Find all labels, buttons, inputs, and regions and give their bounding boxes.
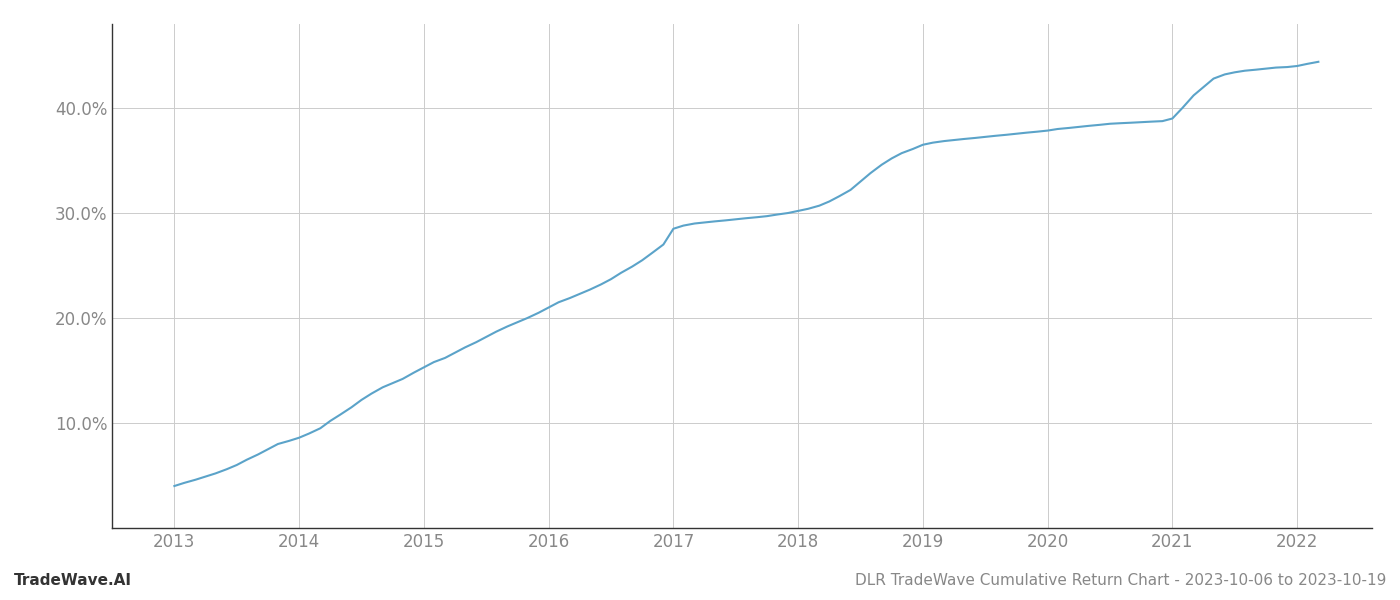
Text: DLR TradeWave Cumulative Return Chart - 2023-10-06 to 2023-10-19: DLR TradeWave Cumulative Return Chart - …: [854, 573, 1386, 588]
Text: TradeWave.AI: TradeWave.AI: [14, 573, 132, 588]
